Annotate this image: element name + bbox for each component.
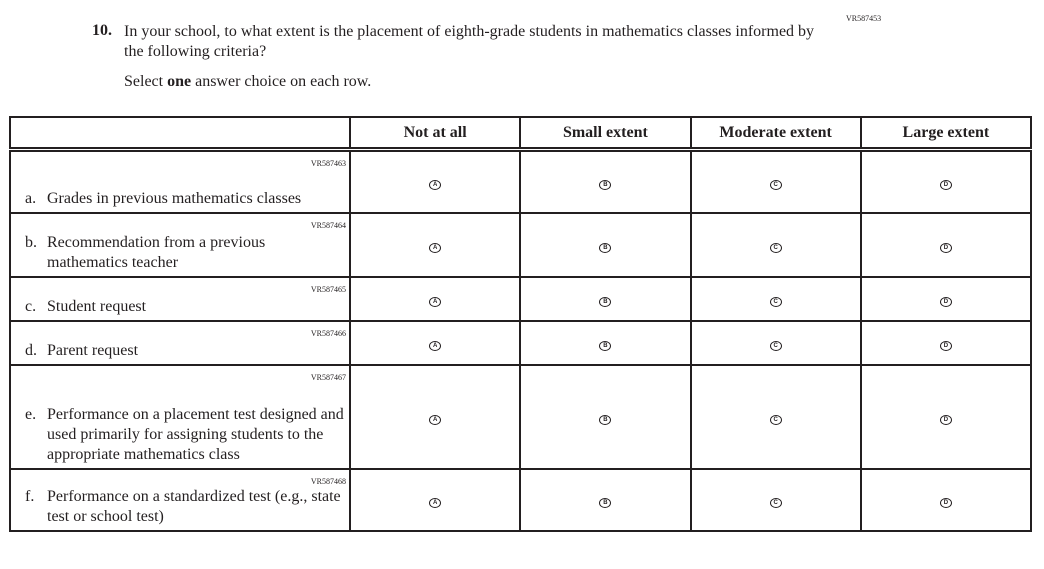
row-text: Parent request (47, 341, 139, 359)
header-blank (9, 116, 351, 152)
answer-bubble-c[interactable]: C (769, 296, 782, 307)
instruction-pre: Select (124, 73, 168, 90)
answer-bubble-a[interactable]: A (429, 179, 442, 190)
answer-bubble-c[interactable]: C (769, 340, 782, 351)
answer-bubble-a[interactable]: A (429, 242, 442, 253)
question-number: 10. (92, 22, 112, 39)
row-label: VR587467 e. Performance on a placement tes… (9, 363, 351, 470)
answer-cell[interactable]: A (348, 275, 522, 322)
row-id: VR587463 (310, 159, 346, 168)
answer-bubble-a[interactable]: A (429, 497, 442, 508)
instruction-post: answer choice on each row. (191, 73, 372, 90)
table-row: VR587463 a. Grades in previous mathematics… (9, 148, 1033, 214)
row-text: Recommendation from a previous mathemati… (47, 233, 266, 271)
answer-cell[interactable]: A (348, 211, 522, 278)
row-label: VR587464 b. Recommendation from a previous… (9, 211, 351, 278)
question-text: In your school, to what extent is the pl… (124, 23, 815, 60)
answer-bubble-a[interactable]: A (429, 414, 442, 425)
answer-bubble-d[interactable]: D (939, 242, 952, 253)
answer-cell[interactable]: A (348, 363, 522, 470)
answer-bubble-d[interactable]: D (939, 497, 952, 508)
row-id: VR587466 (310, 328, 346, 338)
answer-bubble-d[interactable]: D (939, 414, 952, 425)
row-text: Performance on a placement test designed… (47, 405, 344, 463)
row-letter: f. (25, 487, 35, 505)
answer-cell[interactable]: B (519, 363, 692, 470)
table-row: VR587468 f. Performance on a standardized … (9, 467, 1033, 532)
answer-cell[interactable]: B (519, 148, 692, 214)
instruction-bold: one (167, 73, 192, 90)
answer-cell[interactable]: B (519, 275, 692, 322)
answer-cell[interactable]: D (859, 363, 1033, 470)
answer-bubble-c[interactable]: C (769, 179, 782, 190)
row-label: VR587463 a. Grades in previous mathematics… (9, 148, 351, 214)
row-id: VR587465 (310, 284, 346, 294)
answer-cell[interactable]: C (689, 211, 862, 278)
row-label: VR587468 f. Performance on a standardized … (9, 467, 351, 532)
answer-cell[interactable]: A (348, 148, 522, 214)
question-id: VR587453 (846, 14, 882, 23)
answer-cell[interactable]: D (859, 211, 1033, 278)
row-letter: d. (25, 341, 37, 359)
column-header: Not at all (348, 116, 522, 152)
answer-bubble-b[interactable]: B (599, 242, 612, 253)
column-header: Large extent (859, 116, 1033, 152)
table-row: VR587465 c. Student request A B C D (9, 275, 1033, 322)
table-row: VR587464 b. Recommendation from a previous… (9, 211, 1033, 278)
answer-bubble-b[interactable]: B (599, 296, 612, 307)
answer-bubble-c[interactable]: C (769, 242, 782, 253)
answer-cell[interactable]: B (519, 211, 692, 278)
response-grid: Not at all Small extent Moderate extent Lar… (9, 116, 1033, 532)
table-row: VR587466 d. Parent request A B C D (9, 319, 1033, 366)
answer-cell[interactable]: D (859, 467, 1033, 532)
column-header: Small extent (519, 116, 692, 152)
answer-bubble-d[interactable]: D (939, 340, 952, 351)
answer-cell[interactable]: B (519, 319, 692, 366)
answer-bubble-b[interactable]: B (599, 340, 612, 351)
answer-bubble-b[interactable]: B (599, 414, 612, 425)
answer-cell[interactable]: B (519, 467, 692, 532)
answer-cell[interactable]: C (689, 275, 862, 322)
row-id: VR587468 (310, 476, 346, 486)
row-label: VR587465 c. Student request (9, 275, 351, 322)
row-letter: b. (25, 233, 37, 251)
row-letter: e. (25, 405, 37, 423)
answer-cell[interactable]: D (859, 319, 1033, 366)
row-letter: a. (25, 189, 37, 207)
table-row: VR587467 e. Performance on a placement tes… (9, 363, 1033, 470)
answer-bubble-a[interactable]: A (429, 340, 442, 351)
row-text: Grades in previous mathematics classes (47, 189, 302, 207)
answer-cell[interactable]: A (348, 319, 522, 366)
row-id: VR587464 (310, 220, 346, 230)
answer-cell[interactable]: C (689, 363, 862, 470)
row-text: Performance on a standardized test (e.g.… (47, 487, 341, 525)
answer-bubble-b[interactable]: B (599, 179, 612, 190)
row-label: VR587466 d. Parent request (9, 319, 351, 366)
answer-bubble-d[interactable]: D (939, 296, 952, 307)
answer-cell[interactable]: C (689, 467, 862, 532)
answer-bubble-b[interactable]: B (599, 497, 612, 508)
instruction: Select one answer choice on each row. (124, 73, 371, 91)
row-id: VR587467 (310, 372, 346, 382)
row-text: Student request (47, 297, 147, 315)
answer-bubble-c[interactable]: C (769, 414, 782, 425)
answer-bubble-d[interactable]: D (939, 179, 952, 190)
row-letter: c. (25, 297, 37, 315)
column-header: Moderate extent (689, 116, 862, 152)
answer-cell[interactable]: A (348, 467, 522, 532)
answer-bubble-c[interactable]: C (769, 497, 782, 508)
answer-cell[interactable]: C (689, 319, 862, 366)
answer-bubble-a[interactable]: A (429, 296, 442, 307)
answer-cell[interactable]: D (859, 275, 1033, 322)
answer-cell[interactable]: C (689, 148, 862, 214)
answer-cell[interactable]: D (859, 148, 1033, 214)
